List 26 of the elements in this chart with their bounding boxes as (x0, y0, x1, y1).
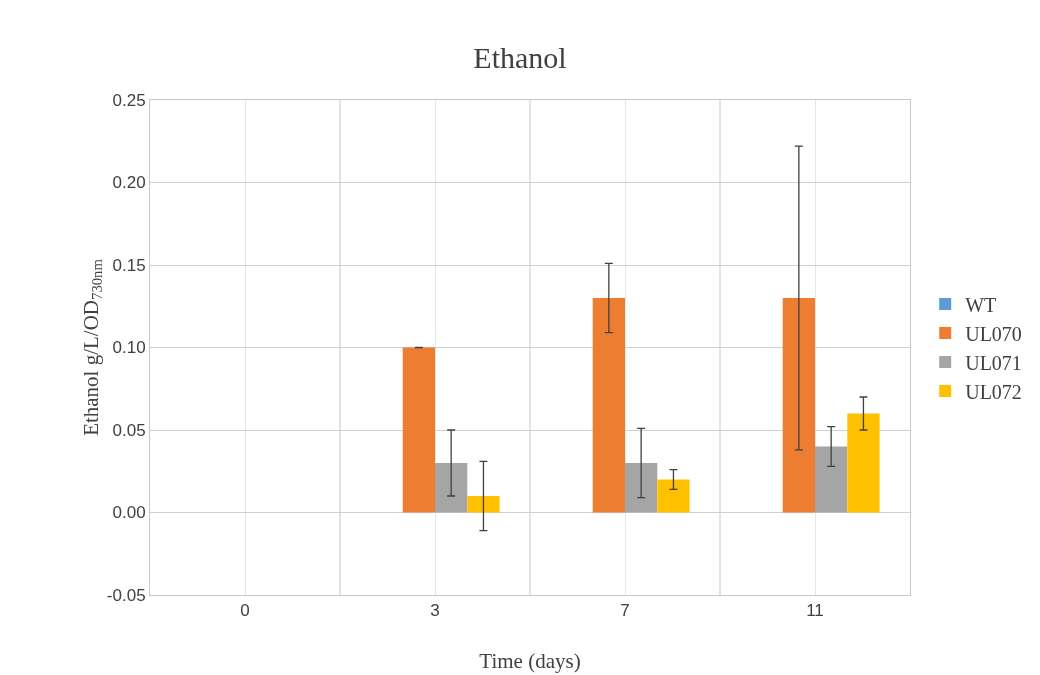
bar (815, 446, 848, 513)
y-tick-label: -0.05 (106, 585, 146, 605)
legend-label: WT (965, 293, 997, 316)
legend-label: UL072 (965, 380, 1022, 403)
y-tick-label: 0.10 (112, 338, 146, 358)
y-tick-label: 0.25 (112, 90, 146, 110)
y-tick-label: 0.20 (112, 173, 146, 193)
y-tick-label: 0.05 (112, 420, 146, 440)
y-tick-label: 0.00 (112, 503, 146, 523)
bar (782, 298, 815, 513)
bar (435, 463, 468, 513)
bar (402, 347, 435, 513)
bar (467, 496, 500, 513)
x-axis-title: Time (days) (479, 649, 581, 673)
x-tick-label: 0 (240, 601, 250, 621)
y-tick-label: 0.15 (112, 255, 146, 275)
bar (592, 298, 625, 513)
legend-label: UL070 (965, 322, 1022, 345)
bar (625, 463, 658, 513)
chart-title: Ethanol (473, 41, 567, 75)
legend-label: UL071 (965, 351, 1022, 374)
bar (657, 479, 690, 513)
x-tick-label: 11 (806, 601, 824, 621)
x-tick-label: 7 (620, 601, 630, 621)
x-tick-label: 3 (430, 601, 440, 621)
bar (847, 413, 880, 513)
